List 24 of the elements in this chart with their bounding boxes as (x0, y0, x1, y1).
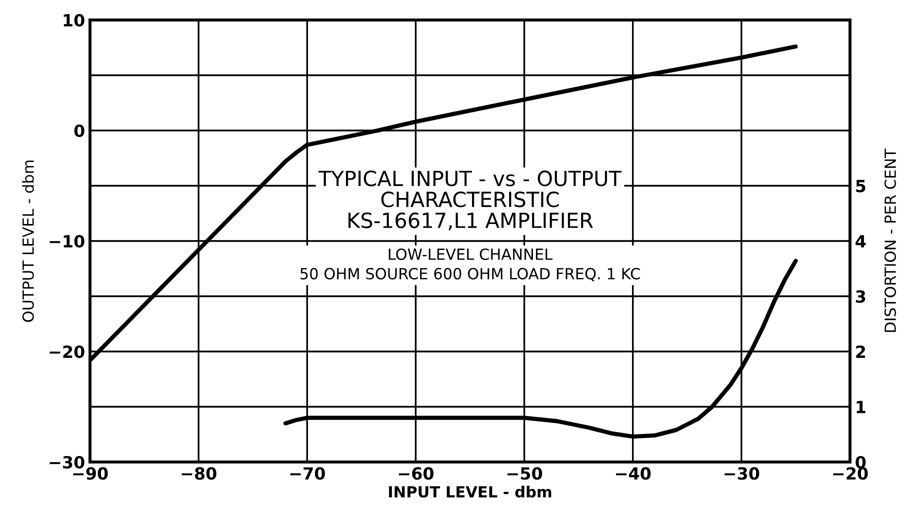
y2-tick-label: 5 (856, 180, 866, 192)
x-tick-label: −20 (833, 467, 868, 480)
y-tick-label: −30 (50, 456, 84, 469)
text: TYPICAL INPUT - vs - OUTPUT CHARACTERISTIC KS-16617,L1 AMPLIFIER (318, 170, 622, 230)
x-tick-label: −70 (290, 467, 325, 480)
y2-tick-label: 2 (856, 345, 866, 358)
x-tick-label: −30 (724, 467, 760, 480)
x-tick-label: −60 (398, 467, 434, 480)
x-tick-label: −80 (182, 467, 216, 480)
y-tick-label: −10 (50, 234, 84, 248)
y-axis-title: OUTPUT LEVEL - dbm (22, 160, 34, 322)
x-tick-label: −50 (507, 467, 542, 480)
x-tick-label: −40 (616, 467, 651, 480)
y2-tick-label: 3 (856, 290, 866, 303)
y2-axis-title: DISTORTION - PER CENT (884, 148, 896, 332)
y-tick-label: 10 (64, 14, 84, 27)
y-tick-label: 0 (74, 124, 84, 138)
y-tick-label: −20 (50, 345, 84, 358)
y2-tick-label: 4 (856, 235, 866, 248)
y2-tick-label: 0 (856, 456, 866, 469)
text: LOW-LEVEL CHANNEL 50 OHM SOURCE 600 OHM LOAD FREQ. 1 KC (300, 248, 640, 282)
y2-tick-label: 1 (856, 400, 866, 414)
x-axis-title: INPUT LEVEL - dbm (389, 486, 552, 498)
x-tick-label: −90 (73, 467, 108, 480)
